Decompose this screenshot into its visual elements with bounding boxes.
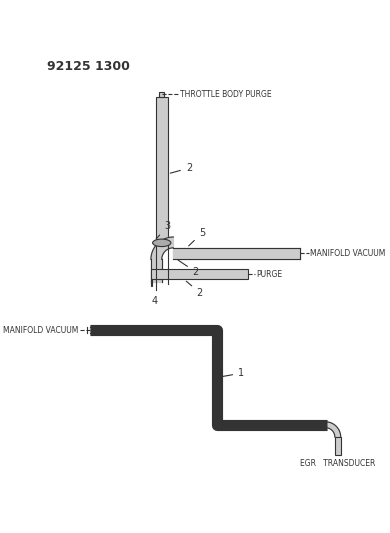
Polygon shape — [151, 237, 174, 260]
Text: 5: 5 — [189, 228, 206, 246]
Text: EGR   TRANSDUCER: EGR TRANSDUCER — [300, 459, 376, 468]
Bar — [151, 279, 152, 286]
Bar — [159, 92, 164, 98]
Bar — [156, 96, 168, 245]
Text: MANIFOLD VACUUM: MANIFOLD VACUUM — [4, 326, 79, 335]
Text: MANIFOLD VACUUM: MANIFOLD VACUUM — [310, 249, 386, 258]
Text: PURGE: PURGE — [256, 270, 282, 279]
Polygon shape — [90, 327, 325, 427]
Text: 2: 2 — [178, 260, 199, 277]
Polygon shape — [325, 422, 341, 437]
Bar — [151, 269, 248, 279]
Ellipse shape — [152, 239, 171, 247]
Text: 3: 3 — [156, 221, 170, 239]
Text: 2: 2 — [186, 281, 203, 297]
Text: 1: 1 — [220, 368, 244, 378]
Text: 4: 4 — [151, 296, 157, 306]
Text: THROTTLE BODY PURGE: THROTTLE BODY PURGE — [180, 90, 272, 99]
Text: 92125 1300: 92125 1300 — [47, 60, 130, 73]
Text: 2: 2 — [170, 163, 192, 173]
Bar — [335, 437, 341, 455]
